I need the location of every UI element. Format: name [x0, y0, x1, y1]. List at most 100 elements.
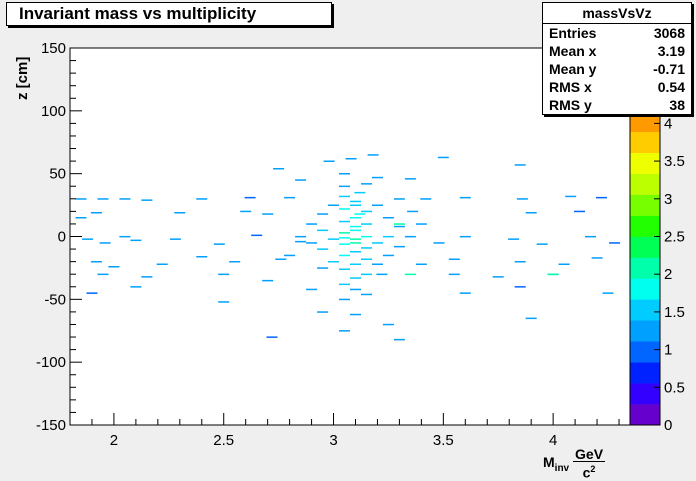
heatmap-bin [328, 204, 339, 206]
heatmap-bin [350, 200, 361, 203]
heatmap-bin [317, 267, 329, 269]
heatmap-bin [350, 263, 361, 265]
heatmap-bin [244, 196, 256, 199]
heatmap-bin [404, 178, 416, 180]
heatmap-bin [433, 242, 445, 244]
heatmap-bin [536, 243, 548, 245]
y-axis-label: z [cm] [14, 56, 31, 100]
heatmap-bin [367, 154, 379, 156]
heatmap-bin [196, 198, 208, 200]
stats-row-mean-y: Mean y -0.71 [543, 60, 691, 78]
heatmap-bin [339, 298, 350, 301]
heatmap-bin [565, 195, 577, 198]
stats-row-rms-x: RMS x 0.54 [543, 78, 691, 96]
x-axis-unit-num: GeV [573, 446, 606, 462]
heatmap-bin [339, 220, 350, 223]
heatmap-bin [97, 198, 109, 200]
heatmap-bin [339, 195, 350, 198]
x-axis-unit-den: c2 [573, 462, 605, 480]
heatmap-bin [213, 243, 225, 245]
color-scale-segment [630, 236, 660, 258]
stats-row-entries: Entries 3068 [543, 24, 691, 42]
y-tick-label: 50 [49, 166, 66, 183]
heatmap-bin [350, 217, 361, 219]
heatmap-bin [306, 242, 318, 244]
z-tick-label: 4 [664, 115, 672, 132]
heatmap-bin [339, 268, 350, 270]
heatmap-bin [119, 198, 131, 200]
heatmap-bin [350, 277, 361, 279]
x-tick-label: 4 [549, 432, 557, 449]
x-tick-label: 3 [329, 432, 337, 449]
heatmap-bin [240, 210, 252, 213]
color-scale-segment [630, 341, 660, 363]
heatmap-bin [361, 223, 372, 225]
heatmap-bin [382, 217, 394, 219]
heatmap-bin [339, 237, 350, 239]
heatmap-bin [516, 198, 528, 200]
heatmap-bin [404, 273, 416, 276]
heatmap-bin [141, 199, 153, 201]
heatmap-bin [90, 261, 102, 263]
heatmap-bin [262, 279, 274, 282]
chart-title: Invariant mass vs multiplicity [6, 2, 332, 26]
y-axis: 150 100 50 0 -50 -100 -150 [36, 40, 82, 434]
heatmap-bin [514, 164, 526, 166]
heatmap-bin [339, 208, 350, 210]
heatmap-bin [372, 242, 383, 244]
heatmap-bin [558, 263, 570, 265]
heatmap-bin [393, 223, 405, 225]
y-tick-label: 0 [58, 229, 66, 246]
heatmap-bin [361, 258, 372, 260]
heatmap-cells [75, 154, 621, 341]
heatmap-bin [350, 251, 361, 253]
heatmap-bin [169, 238, 181, 240]
y-tick-label: -150 [36, 417, 66, 434]
heatmap-bin [262, 213, 274, 215]
stats-value: -0.71 [653, 61, 685, 77]
heatmap-bin [459, 292, 471, 294]
stats-value: 38 [669, 97, 685, 113]
heatmap-bin [75, 217, 87, 219]
stats-value: 3.19 [657, 43, 685, 59]
heatmap-bin [350, 238, 361, 240]
stats-row-rms-y: RMS y 38 [543, 96, 691, 114]
heatmap-bin [339, 243, 350, 245]
heatmap-bin [372, 263, 383, 265]
heatmap-bin [354, 191, 366, 194]
heatmap-bin [407, 210, 419, 213]
heatmap-bin [514, 261, 526, 263]
heatmap-bin [295, 179, 307, 181]
y-tick-label: 150 [41, 40, 66, 57]
heatmap-bin [108, 266, 120, 268]
heatmap-bin [339, 254, 350, 257]
heatmap-bin [99, 242, 111, 244]
heatmap-bin [508, 238, 520, 240]
heatmap-bin [361, 293, 372, 296]
heatmap-bin [437, 156, 449, 159]
heatmap-bin [345, 158, 357, 160]
heatmap-bin [393, 245, 405, 248]
stats-label: RMS x [549, 79, 592, 95]
color-scale-segment [630, 278, 660, 300]
heatmap-bin [361, 235, 372, 238]
stats-label: Mean x [549, 43, 597, 59]
color-scale-segment [630, 152, 660, 174]
z-tick-label: 1 [664, 342, 672, 359]
heatmap-bin [350, 204, 361, 206]
heatmap-bin [317, 248, 329, 250]
heatmap-bin [284, 196, 296, 199]
color-scale-segment [630, 362, 660, 384]
heatmap-bin [459, 235, 471, 238]
color-scale-segment [630, 131, 660, 154]
stats-value: 3068 [653, 25, 685, 41]
heatmap-bin [229, 261, 241, 263]
stats-row-mean-x: Mean x 3.19 [543, 42, 691, 60]
heatmap-bin [119, 235, 131, 238]
heatmap-bin [596, 196, 607, 199]
heatmap-bin [350, 225, 361, 228]
y-tick-label: -100 [36, 354, 66, 371]
heatmap-bin [350, 229, 361, 232]
heatmap-bin [251, 234, 263, 237]
heatmap-bin [448, 258, 460, 260]
